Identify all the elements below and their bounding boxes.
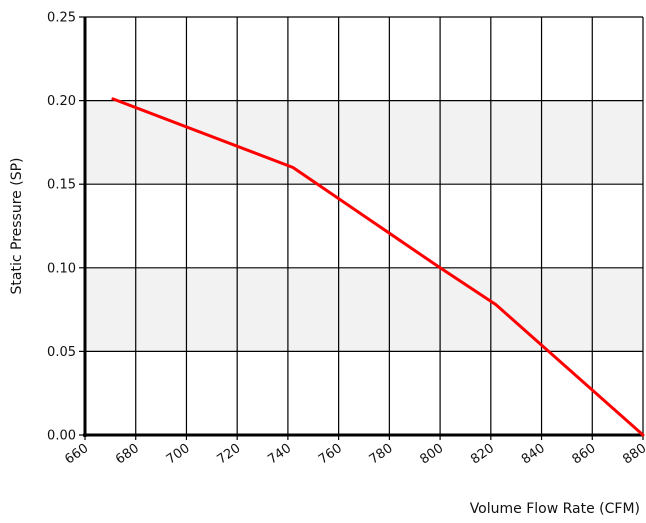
y-axis-title: Static Pressure (SP)	[9, 158, 25, 295]
x-tick-label: 800	[417, 441, 446, 468]
x-tick-label: 880	[620, 441, 646, 468]
y-tick-label: 0.00	[47, 429, 76, 444]
x-tick-label: 740	[265, 441, 294, 468]
x-tick-label: 860	[570, 441, 599, 468]
x-tick-label: 780	[367, 441, 396, 468]
y-tick-label: 0.10	[47, 261, 76, 276]
x-tick-label: 760	[316, 441, 345, 468]
x-tick-label: 680	[113, 441, 142, 468]
series-line-0	[111, 97, 645, 437]
band-3	[85, 100, 643, 185]
plot-bands	[85, 100, 643, 352]
y-tick-label: 0.20	[47, 94, 76, 109]
y-tick-label: 0.05	[47, 345, 76, 360]
grid-lines	[85, 16, 644, 435]
x-tick-label: 720	[215, 441, 244, 468]
x-tick-label: 660	[62, 441, 91, 468]
x-axis-title: Volume Flow Rate (CFM)	[470, 501, 640, 517]
x-tick-label: 840	[519, 441, 548, 468]
x-tick-label: 700	[164, 441, 193, 468]
series-layer	[111, 97, 645, 437]
axes	[79, 16, 644, 440]
x-tick-label: 820	[468, 441, 497, 468]
band-1	[85, 267, 643, 352]
tick-labels: 0.00 0.05 0.10 0.15 0.20 0.25 660 680 700 720 740 7…	[47, 11, 646, 468]
y-tick-label: 0.25	[47, 11, 76, 26]
y-tick-label: 0.15	[47, 178, 76, 193]
